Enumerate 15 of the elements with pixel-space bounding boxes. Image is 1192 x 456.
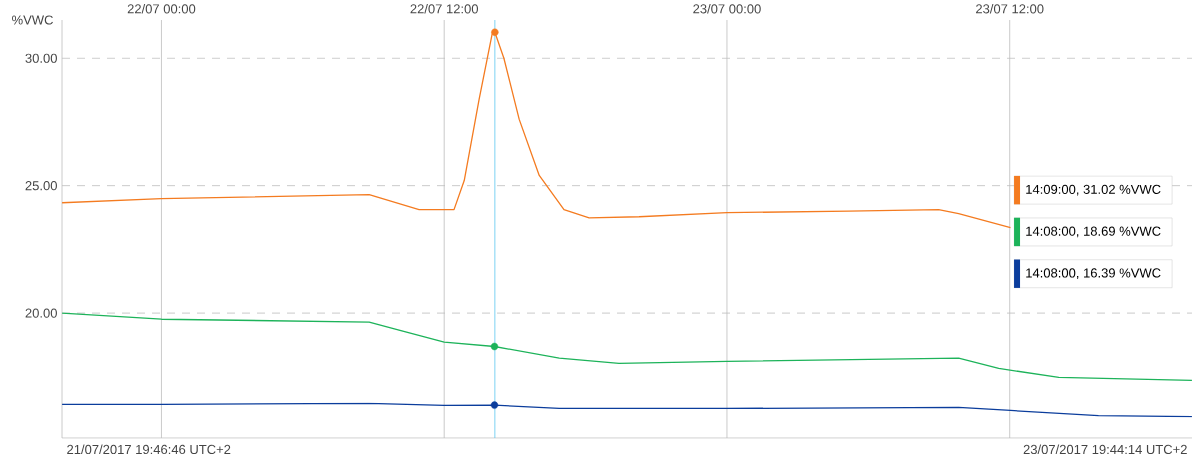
annotation: 14:09:00, 31.02 %VWC — [1026, 184, 1161, 196]
line-series — [61, 312, 1192, 382]
line-series — [61, 402, 1192, 418]
annotation: 14:08:00, 18.69 %VWC — [1026, 226, 1161, 238]
x-tick-label: 22/07 12:00 — [410, 3, 479, 14]
y-tick-label: 30.00 — [25, 53, 57, 63]
y-tick-label: 20.00 — [25, 308, 57, 318]
y-axis-title: %VWC — [12, 15, 53, 25]
x-tick-label: 22/07 00:00 — [127, 3, 196, 14]
y-tick-label: 25.00 — [25, 181, 57, 191]
x-tick-label: 23/07 12:00 — [976, 3, 1044, 14]
annotation: 14:08:00, 16.39 %VWC — [1026, 268, 1161, 280]
text: 23/07/2017 19:44:14 UTC+2 — [1023, 444, 1187, 455]
x-tick-label: 23/07 00:00 — [693, 3, 761, 14]
text: 21/07/2017 19:46:46 UTC+2 — [67, 444, 231, 455]
